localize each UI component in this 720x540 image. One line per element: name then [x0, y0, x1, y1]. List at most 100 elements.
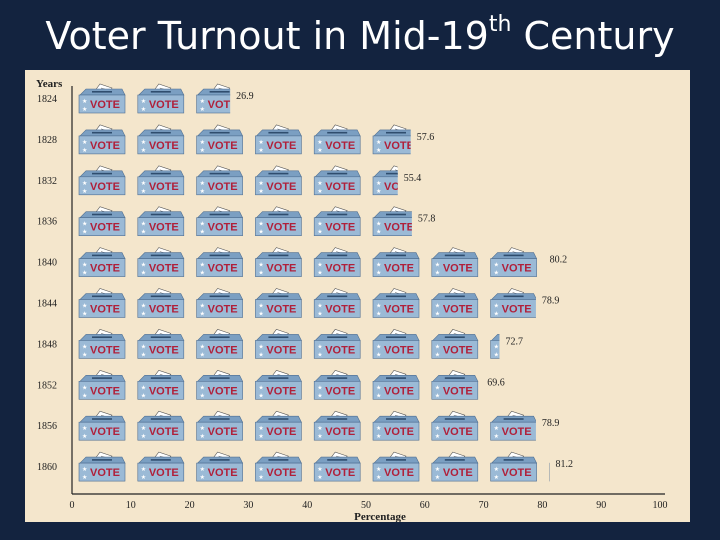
vote-label: VOTE [208, 263, 238, 275]
ballot-box-icon: ★★ VOTE [137, 165, 185, 196]
x-tick-label: 40 [302, 500, 312, 511]
svg-text:★: ★ [258, 392, 263, 399]
svg-text:★: ★ [376, 229, 381, 236]
chart-row: 1852 ★★ VOTE ★★ VOTE ★★ VOTE ★★ VOTE ★★ VOTE ★★ VOTE… [37, 369, 505, 400]
svg-text:★: ★ [317, 147, 322, 154]
ballot-box-icon: ★★ VOTE [78, 369, 126, 400]
vote-label: VOTE [384, 140, 414, 152]
ballot-box-icon: ★★ VOTE [372, 247, 420, 277]
vote-label: VOTE [90, 467, 120, 479]
vote-label: VOTE [266, 181, 296, 193]
svg-text:★: ★ [200, 229, 205, 236]
svg-text:★: ★ [258, 147, 263, 154]
svg-text:★: ★ [258, 262, 263, 269]
value-label: 26.9 [236, 91, 254, 102]
svg-text:★: ★ [376, 433, 381, 440]
bar-1828: ★★ VOTE ★★ VOTE ★★ VOTE ★★ VOTE ★★ VOTE ★★ VOTE [78, 124, 414, 155]
year-tick-label: 1840 [37, 258, 57, 269]
chart-row: 1844 ★★ VOTE ★★ VOTE ★★ VOTE ★★ VOTE ★★ VOTE ★★ VOTE… [37, 288, 559, 318]
turnout-pictograph-chart: Years Percentage 0 10 20 30 40 50 60 70 80 90 100 … [36, 78, 668, 522]
ballot-box-icon: ★★ VOTE [372, 206, 412, 236]
vote-label: VOTE [266, 140, 296, 152]
svg-text:★: ★ [141, 147, 146, 154]
bar-1852: ★★ VOTE ★★ VOTE ★★ VOTE ★★ VOTE ★★ VOTE ★★ VOTE ★★ VO… [78, 369, 479, 400]
svg-text:★: ★ [141, 229, 146, 236]
year-tick-label: 1844 [37, 299, 57, 310]
svg-text:★: ★ [376, 392, 381, 399]
svg-text:★: ★ [82, 474, 87, 481]
svg-text:★: ★ [141, 425, 146, 432]
ballot-box-icon: ★★ VOTE [431, 451, 479, 482]
svg-text:★: ★ [552, 474, 557, 481]
x-tick-label: 0 [70, 500, 75, 511]
ballot-box-icon: ★★ VOTE [196, 206, 244, 236]
svg-text:★: ★ [200, 303, 205, 310]
vote-label: VOTE [208, 140, 238, 152]
vote-label: VOTE [443, 263, 473, 275]
ballot-box-icon: ★★ VOTE [313, 369, 361, 400]
svg-text:★: ★ [494, 343, 499, 350]
svg-text:★: ★ [200, 262, 205, 269]
vote-label: VOTE [90, 222, 120, 234]
svg-text:★: ★ [435, 474, 440, 481]
ballot-box-icon: ★★ VOTE [255, 206, 302, 236]
title-end: Century [511, 14, 675, 58]
svg-text:★: ★ [141, 262, 146, 269]
svg-text:★: ★ [82, 270, 87, 277]
ballot-box-icon: ★★ VOTE [313, 206, 361, 236]
svg-text:★: ★ [376, 425, 381, 432]
svg-text:★: ★ [258, 474, 263, 481]
vote-label: VOTE [90, 99, 120, 111]
vote-label: VOTE [149, 181, 179, 193]
svg-text:★: ★ [200, 98, 205, 105]
y-axis-title: Years [36, 78, 63, 90]
ballot-box-icon: ★★ VOTE [313, 410, 361, 441]
ballot-box-icon: ★★ VOTE [431, 247, 479, 277]
svg-text:★: ★ [317, 229, 322, 236]
svg-text:★: ★ [141, 188, 146, 195]
ballot-box-icon: ★★ VOTE [196, 165, 244, 196]
svg-text:★: ★ [82, 311, 87, 318]
svg-text:★: ★ [82, 188, 87, 195]
ballot-box-icon: ★★ VOTE [490, 410, 536, 441]
vote-label: VOTE [443, 344, 473, 356]
ballot-box-icon: ★★ VOTE [137, 206, 185, 236]
value-label: 55.4 [404, 173, 422, 184]
ballot-box-icon: ★★ VOTE [372, 451, 420, 482]
svg-text:★: ★ [258, 384, 263, 391]
ballot-box-icon: ★★ VOTE [196, 124, 244, 155]
svg-text:★: ★ [82, 425, 87, 432]
vote-label: VOTE [208, 426, 238, 438]
svg-text:★: ★ [435, 392, 440, 399]
svg-text:★: ★ [435, 351, 440, 358]
svg-text:★: ★ [141, 392, 146, 399]
svg-text:★: ★ [258, 433, 263, 440]
svg-text:★: ★ [435, 425, 440, 432]
value-label: 78.9 [542, 418, 560, 429]
ballot-box-icon: ★★ VOTE [137, 124, 185, 155]
ballot-box-icon: ★★ VOTE [137, 83, 185, 114]
svg-text:★: ★ [376, 270, 381, 277]
vote-label: VOTE [325, 304, 355, 316]
vote-label: VOTE [149, 344, 179, 356]
svg-text:★: ★ [200, 343, 205, 350]
svg-text:★: ★ [82, 392, 87, 399]
svg-text:★: ★ [141, 384, 146, 391]
vote-label: VOTE [266, 222, 296, 234]
svg-text:★: ★ [376, 147, 381, 154]
vote-label: VOTE [208, 222, 238, 234]
vote-label: VOTE [384, 181, 414, 193]
year-tick-label: 1848 [37, 339, 57, 350]
ballot-box-icon: ★★ VOTE [78, 451, 126, 482]
vote-label: VOTE [149, 467, 179, 479]
year-tick-label: 1860 [37, 462, 57, 473]
ballot-box-icon: ★★ VOTE [431, 369, 479, 400]
ballot-box-icon: ★★ VOTE [196, 247, 244, 277]
svg-text:★: ★ [317, 343, 322, 350]
x-tick-labels: 0 10 20 30 40 50 60 70 80 90 100 [70, 500, 668, 511]
ballot-box-icon: ★★ VOTE [490, 247, 538, 277]
ballot-box-icon: ★★ VOTE [255, 165, 302, 196]
svg-text:★: ★ [376, 466, 381, 473]
